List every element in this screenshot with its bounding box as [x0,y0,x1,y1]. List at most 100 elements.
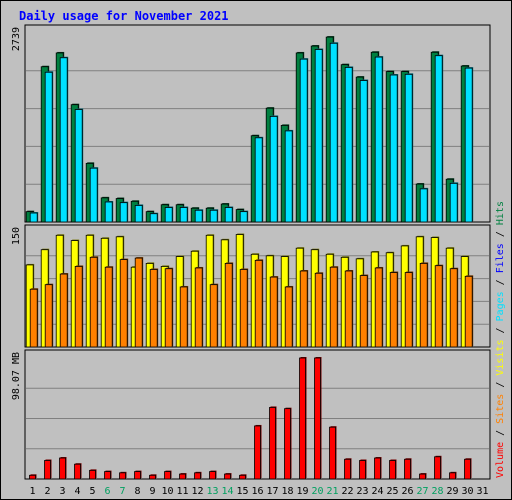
bar-volume-day-29 [449,472,456,480]
bar-volume-day-30 [464,458,471,480]
bar-volume-day-19 [299,357,306,480]
bar-files-day-29 [449,182,458,223]
bar-volume-day-2 [44,460,51,480]
bar-volume-day-5 [89,469,96,480]
bar-sites-day-13 [209,284,218,348]
x-tick-label: 18 [281,486,293,497]
x-tick-label: 24 [371,486,383,497]
bar-files-day-6 [104,201,113,223]
bar-sites-day-18 [284,286,293,348]
x-tick-label: 21 [326,486,338,497]
legend-item-hits: Hits [495,201,506,225]
bar-sites-day-3 [59,273,68,348]
legend-separator: / [495,424,506,442]
bar-files-day-26 [404,73,413,223]
bar-files-day-9 [149,213,158,223]
y-max-label: 98.07 MB [11,352,22,400]
bar-files-day-22 [344,67,353,223]
bar-sites-day-8 [134,257,143,348]
bar-sites-day-5 [89,256,98,348]
legend-item-visits: Visits [495,340,506,376]
bar-volume-day-15 [239,474,246,480]
y-max-label: 2739 [11,27,22,51]
bar-volume-day-4 [74,463,81,480]
x-tick-label: 2 [44,486,50,497]
x-tick-label: 31 [476,486,488,497]
bar-sites-day-29 [449,268,458,348]
bar-files-day-13 [209,209,218,223]
x-tick-label: 13 [206,486,218,497]
bar-volume-day-21 [329,426,336,480]
legend-separator: / [495,321,506,339]
x-tick-label: 8 [134,486,140,497]
x-tick-label: 27 [416,486,428,497]
bar-files-day-23 [359,80,368,223]
y-max-label: 150 [11,227,22,245]
bar-files-day-30 [464,67,473,223]
x-tick-label: 10 [161,486,173,497]
x-tick-label: 9 [149,486,155,497]
bar-sites-day-27 [419,262,428,348]
bar-files-day-17 [269,116,278,223]
x-tick-label: 28 [431,486,443,497]
bar-sites-day-28 [434,265,443,348]
bar-volume-day-27 [419,473,426,480]
bar-sites-day-4 [74,266,83,348]
bar-sites-day-19 [299,270,308,348]
bar-files-day-20 [314,49,323,223]
bar-volume-day-8 [134,471,141,480]
x-tick-label: 14 [221,486,233,497]
bar-files-day-25 [389,74,398,223]
bar-sites-day-10 [164,268,173,348]
bar-sites-day-14 [224,262,233,348]
bar-files-day-12 [194,209,203,223]
legend-separator: / [495,225,506,243]
bar-sites-day-22 [344,270,353,348]
x-tick-label: 17 [266,486,278,497]
bar-volume-day-6 [104,471,111,480]
bar-volume-day-17 [269,407,276,480]
x-tick-label: 30 [461,486,473,497]
x-tick-label: 25 [386,486,398,497]
x-tick-label: 3 [59,486,65,497]
legend-item-pages: Pages [495,291,506,321]
bar-files-day-11 [179,207,188,223]
bar-sites-day-17 [269,276,278,348]
x-tick-label: 6 [104,486,110,497]
bar-sites-day-6 [104,266,113,348]
bar-sites-day-16 [254,259,263,348]
legend-separator: / [495,273,506,291]
bar-sites-day-23 [359,275,368,348]
x-tick-label: 23 [356,486,368,497]
x-tick-label: 26 [401,486,413,497]
bar-files-day-1 [29,212,38,223]
x-tick-label: 1 [29,486,35,497]
bar-volume-day-12 [194,472,201,480]
bar-files-day-4 [74,109,83,223]
bar-files-day-19 [299,58,308,223]
bar-volume-day-28 [434,456,441,480]
bar-sites-day-30 [464,275,473,348]
bar-sites-day-20 [314,272,323,348]
bar-files-day-2 [44,71,53,223]
bar-files-day-16 [254,137,263,223]
x-tick-label: 15 [236,486,248,497]
x-tick-label: 11 [176,486,188,497]
bar-sites-day-7 [119,259,128,348]
bar-sites-day-21 [329,266,338,348]
bar-volume-day-11 [179,473,186,480]
x-tick-label: 5 [89,486,95,497]
bar-files-day-27 [419,188,428,223]
legend-item-volume: Volume [495,442,506,478]
bar-files-day-3 [59,57,68,223]
x-tick-label: 16 [251,486,263,497]
bar-sites-day-25 [389,272,398,348]
bar-files-day-8 [134,205,143,223]
bar-volume-day-18 [284,408,291,480]
bar-sites-day-15 [239,269,248,348]
bar-volume-day-20 [314,357,321,480]
bar-sites-day-11 [179,286,188,348]
x-tick-label: 4 [74,486,80,497]
x-tick-label: 22 [341,486,353,497]
